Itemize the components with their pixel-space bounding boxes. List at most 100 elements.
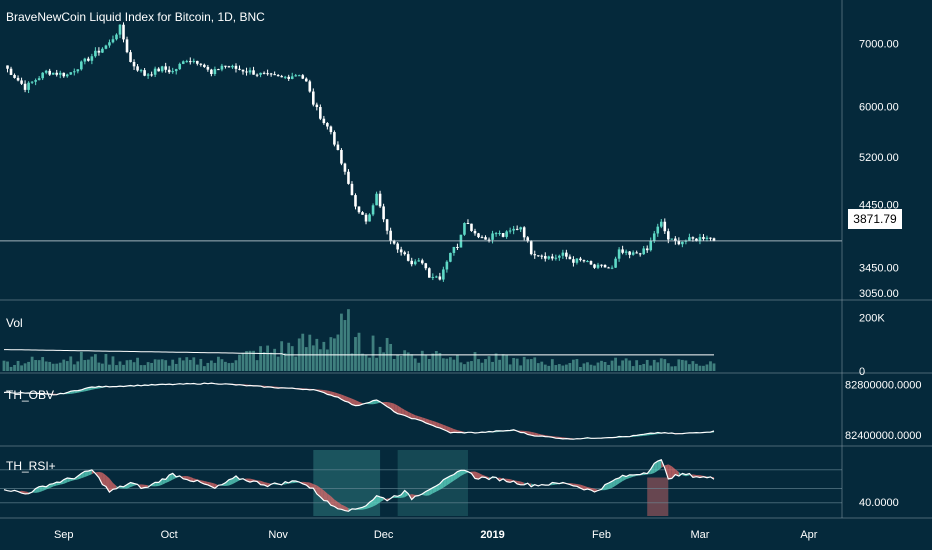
volume-bar [540,361,544,371]
volume-bar [13,365,16,371]
candle [80,61,83,70]
candle [51,72,55,75]
last-price-tag[interactable]: 3871.79 [848,209,902,229]
volume-bar [368,357,371,371]
candle [589,261,593,265]
volume-bar [118,361,122,371]
candle [410,260,414,265]
rsi-fill [112,482,117,490]
candle [582,260,586,262]
candle [551,256,554,259]
candle [498,233,501,235]
candle [224,65,227,67]
rsi-fill [323,490,328,502]
volume-bar [410,354,414,371]
volume-bar [438,353,442,371]
candle [326,123,329,127]
candle [213,69,217,75]
rsi-fill [264,482,268,487]
candle [698,237,702,242]
chart-title: BraveNewCoin Liquid Index for Bitcoin, 1… [6,10,265,24]
volume-bar [452,359,456,371]
volume-bar [72,364,76,371]
rsi-fill [478,472,483,480]
candle [357,206,361,213]
volume-bar [245,351,248,371]
candle [312,91,315,105]
volume-bar [262,352,266,371]
candle [319,107,322,119]
obv-fill [351,398,356,406]
candle [477,233,480,238]
volume-bar [304,347,308,371]
volume-bar [171,359,175,371]
candle [196,60,199,64]
volume-bar [557,364,561,371]
volume-bar [480,362,484,371]
candle [621,249,624,253]
candle [396,243,399,250]
candle [536,255,540,257]
volume-bar [593,365,596,371]
volume-bar [20,365,23,371]
volume-bar [122,364,125,371]
candle [649,240,653,251]
volume-bar [6,361,9,371]
candle [463,223,466,235]
candle [681,241,684,245]
candle [336,144,340,150]
volume-bar [680,359,684,371]
candle [403,252,406,255]
obv-fill [337,393,342,400]
candle [473,230,477,234]
volume-bar [294,356,298,371]
candle [670,238,674,240]
candle [529,241,533,255]
rsi-fill [169,473,173,482]
volume-bar [325,349,329,371]
volume-bar [543,364,547,371]
candle [617,249,621,259]
candle [515,228,519,230]
volume-bar [702,365,705,371]
rsi-fill [102,472,106,487]
candle [667,231,670,240]
candle [115,34,118,40]
candle [171,71,175,73]
volume-bar [79,351,83,371]
volume-bar [505,355,509,371]
volume-bar [607,364,610,371]
volume-bar [65,361,69,371]
volume-bar [403,350,407,371]
volume-bar [550,359,554,371]
rsi-pane [0,450,842,516]
volume-bar [515,358,519,371]
volume-bar [241,352,245,371]
candle [76,69,80,72]
volume-bar [382,352,386,371]
candle [340,149,343,164]
volume-bar [621,360,625,371]
candle [181,61,185,64]
volume-bar [93,354,97,371]
obv-fill [513,429,518,432]
volume-bar [364,354,368,371]
candle [466,223,470,225]
candle [146,74,150,76]
volume-bar [185,357,189,371]
candle [72,71,76,73]
obv-axis-tick: 82800000.0000 [845,380,921,392]
candle [132,61,136,67]
volume-bar [150,362,154,371]
candle [104,45,108,49]
candle [153,68,157,75]
volume-bar [101,363,104,371]
rsi-pane-label: TH_RSI+ [6,459,56,473]
volume-bar [687,364,691,371]
obv-fill [397,405,402,415]
candle [424,263,428,269]
volume-bar [238,354,241,371]
candle [34,80,37,82]
candle [139,70,143,72]
